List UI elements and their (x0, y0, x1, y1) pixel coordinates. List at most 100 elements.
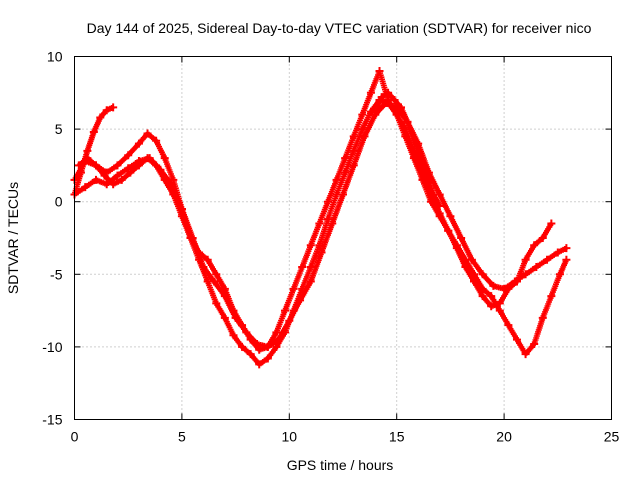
data-point (512, 277, 521, 286)
data-point (371, 110, 380, 119)
x-tick-label: 20 (496, 429, 512, 445)
data-point (444, 226, 453, 235)
data-point (186, 234, 195, 242)
axis-ticks: 0 5 10 15 20 25 -15 -10 -5 0 5 10 (42, 49, 619, 445)
y-tick-label: -10 (42, 339, 62, 355)
data-point (203, 277, 212, 286)
y-tick-label: 10 (47, 49, 63, 65)
data-point (113, 171, 122, 180)
series-satellite-track-B (70, 67, 571, 359)
data-point (220, 313, 229, 322)
data-point (289, 306, 298, 315)
y-tick-label: 0 (55, 194, 63, 210)
data-point (341, 168, 350, 177)
data-point (89, 128, 98, 137)
series-band (71, 68, 569, 358)
data-point (272, 342, 281, 351)
data-point (143, 154, 152, 163)
data-point (113, 161, 122, 170)
data-point (160, 175, 169, 184)
data-point (91, 175, 100, 184)
data-point (253, 339, 262, 348)
data-point (195, 255, 204, 264)
data-point (134, 161, 143, 170)
data-point (289, 284, 298, 293)
data-point (126, 168, 135, 177)
data-point (435, 202, 444, 211)
data-point (504, 321, 513, 330)
data-point (83, 154, 92, 163)
data-point (446, 212, 455, 221)
data-point (306, 263, 315, 272)
data-point (96, 113, 105, 122)
data-point (562, 255, 571, 264)
y-tick-label: -5 (50, 266, 63, 282)
data-point (538, 313, 547, 322)
data-point (521, 255, 530, 264)
data-point (231, 313, 240, 322)
data-point (403, 117, 412, 126)
data-point (212, 299, 221, 308)
data-point (281, 328, 290, 337)
data-series (70, 67, 571, 369)
data-point (152, 161, 161, 170)
data-point (134, 139, 143, 148)
data-point (553, 248, 562, 257)
x-tick-label: 5 (178, 429, 186, 445)
data-point (521, 350, 530, 359)
data-point (74, 161, 83, 170)
data-point (81, 183, 90, 192)
data-point (504, 284, 513, 293)
data-point (478, 292, 487, 301)
data-point (272, 328, 281, 337)
data-point (246, 350, 255, 359)
data-point (306, 241, 315, 250)
data-point (532, 263, 541, 272)
data-point (530, 339, 539, 348)
data-point (366, 88, 375, 97)
data-point (238, 342, 247, 351)
data-point (124, 151, 133, 160)
y-tick-label: 5 (55, 121, 63, 137)
series-satellite-track-E (371, 88, 444, 211)
data-point (555, 270, 564, 279)
data-point (530, 241, 539, 250)
data-point (422, 171, 431, 180)
data-point (396, 103, 405, 112)
data-point (384, 88, 393, 97)
x-axis-label: GPS time / hours (287, 457, 394, 473)
data-point (435, 209, 444, 218)
data-point (512, 335, 521, 344)
data-point (229, 331, 238, 340)
data-point (315, 241, 324, 250)
data-point (315, 219, 324, 228)
data-point (547, 219, 556, 228)
data-point (323, 215, 332, 224)
data-point (377, 93, 386, 102)
chart-title: Day 144 of 2025, Sidereal Day-to-day VTE… (87, 20, 592, 36)
data-point (109, 103, 118, 112)
data-point (392, 110, 401, 119)
plot-frame (74, 56, 612, 420)
data-point (416, 154, 425, 163)
y-axis-label: SDTVAR / TECUs (5, 182, 21, 294)
data-point (538, 234, 547, 242)
data-point (562, 244, 571, 253)
data-point (281, 306, 290, 315)
data-point (169, 190, 178, 199)
data-point (220, 292, 229, 301)
data-point (495, 306, 504, 315)
data-point (487, 292, 496, 301)
data-point (298, 263, 307, 272)
data-point (100, 171, 109, 180)
series-satellite-track-A (70, 103, 118, 199)
data-point (470, 277, 479, 286)
data-point (543, 255, 552, 264)
data-point (384, 98, 393, 107)
data-point (366, 107, 375, 116)
x-tick-label: 0 (71, 429, 79, 445)
data-point (152, 136, 161, 145)
data-point (160, 154, 169, 163)
